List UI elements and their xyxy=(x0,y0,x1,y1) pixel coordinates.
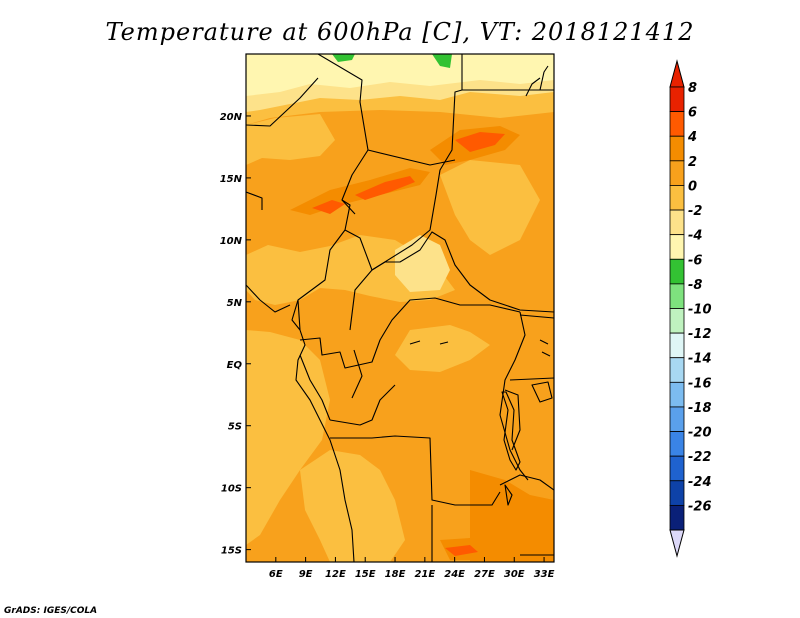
colorbar-swatch xyxy=(669,455,685,482)
y-tick-label: 5N xyxy=(227,298,243,309)
colorbar-label: -6 xyxy=(688,253,702,268)
x-tick-label: 9E xyxy=(299,569,313,580)
x-tick-label: 33E xyxy=(534,569,555,580)
colorbar-swatch xyxy=(669,308,685,334)
x-tick-label: 15E xyxy=(355,569,376,580)
field-minus4-to-minus2 xyxy=(246,54,554,96)
y-axis: 20N 15N 10N 5N EQ 5S 10S 15S xyxy=(220,112,251,557)
x-tick-label: 12E xyxy=(325,569,346,580)
colorbar-swatch xyxy=(669,258,685,285)
colorbar-swatch xyxy=(669,209,685,236)
colorbar-label: -26 xyxy=(688,499,712,514)
y-tick-label: 5S xyxy=(228,422,242,433)
colorbar-label: -20 xyxy=(688,426,712,441)
colorbar-swatch xyxy=(669,185,685,211)
colorbar-swatch xyxy=(669,431,685,457)
colorbar-label: -4 xyxy=(688,229,702,244)
colorbar-swatch xyxy=(669,111,685,137)
colorbar-label: 4 xyxy=(687,130,697,145)
colorbar-label: -12 xyxy=(688,327,712,342)
x-tick-label: 21E xyxy=(414,569,435,580)
x-tick-label: 6E xyxy=(269,569,283,580)
field-6-to-8 xyxy=(355,176,415,200)
colorbar-swatch xyxy=(669,480,685,506)
colorbar-label: -14 xyxy=(688,352,712,367)
colorbar-label: 2 xyxy=(688,155,697,170)
y-tick-label: 15N xyxy=(220,174,243,185)
colorbar-label: -16 xyxy=(688,376,712,391)
map-frame xyxy=(245,53,555,563)
colorbar: 8 6 4 2 0 -2 -4 -6 -8 -10 -12 -14 -16 -18 -20 -22 -24 -26 xyxy=(669,59,712,558)
colorbar-label: -10 xyxy=(688,303,712,318)
y-tick-label: EQ xyxy=(227,360,243,371)
x-tick-label: 24E xyxy=(444,569,465,580)
colorbar-label: -18 xyxy=(688,401,712,416)
colorbar-swatch xyxy=(669,504,685,531)
y-tick-label: 10N xyxy=(220,236,243,247)
chart-title: Temperature at 600hPa [C], VT: 201812141… xyxy=(106,18,695,46)
colorbar-label: 8 xyxy=(688,81,697,96)
colorbar-top-arrow xyxy=(669,59,685,88)
colorbar-label: -22 xyxy=(688,450,712,465)
y-tick-label: 10S xyxy=(221,484,242,495)
colorbar-swatch xyxy=(669,86,685,113)
colorbar-swatch xyxy=(669,283,685,309)
colorbar-swatch xyxy=(669,135,685,162)
x-tick-label: 30E xyxy=(504,569,525,580)
colorbar-swatch xyxy=(669,332,685,359)
colorbar-swatch xyxy=(669,406,685,432)
temperature-field xyxy=(246,54,554,562)
colorbar-label: -2 xyxy=(688,204,702,219)
colorbar-swatch xyxy=(669,160,685,186)
x-tick-label: 18E xyxy=(385,569,406,580)
y-tick-label: 15S xyxy=(221,546,242,557)
colorbar-swatch xyxy=(669,381,685,408)
credit-text: GrADS: IGES/COLA xyxy=(4,606,97,616)
colorbar-swatch xyxy=(669,357,685,383)
colorbar-label: 6 xyxy=(688,106,697,121)
x-tick-label: 27E xyxy=(474,569,495,580)
colorbar-label: -8 xyxy=(688,278,702,293)
colorbar-bottom-arrow xyxy=(669,529,685,558)
colorbar-label: 0 xyxy=(688,179,697,194)
y-tick-label: 20N xyxy=(220,112,243,123)
country-borders xyxy=(246,54,554,562)
x-axis: 6E 9E 12E 15E 18E 21E 24E 27E 30E 33E xyxy=(269,557,555,580)
colorbar-label: -24 xyxy=(688,475,712,490)
field-minus6-to-minus4 xyxy=(332,54,355,62)
colorbar-swatch xyxy=(669,234,685,260)
